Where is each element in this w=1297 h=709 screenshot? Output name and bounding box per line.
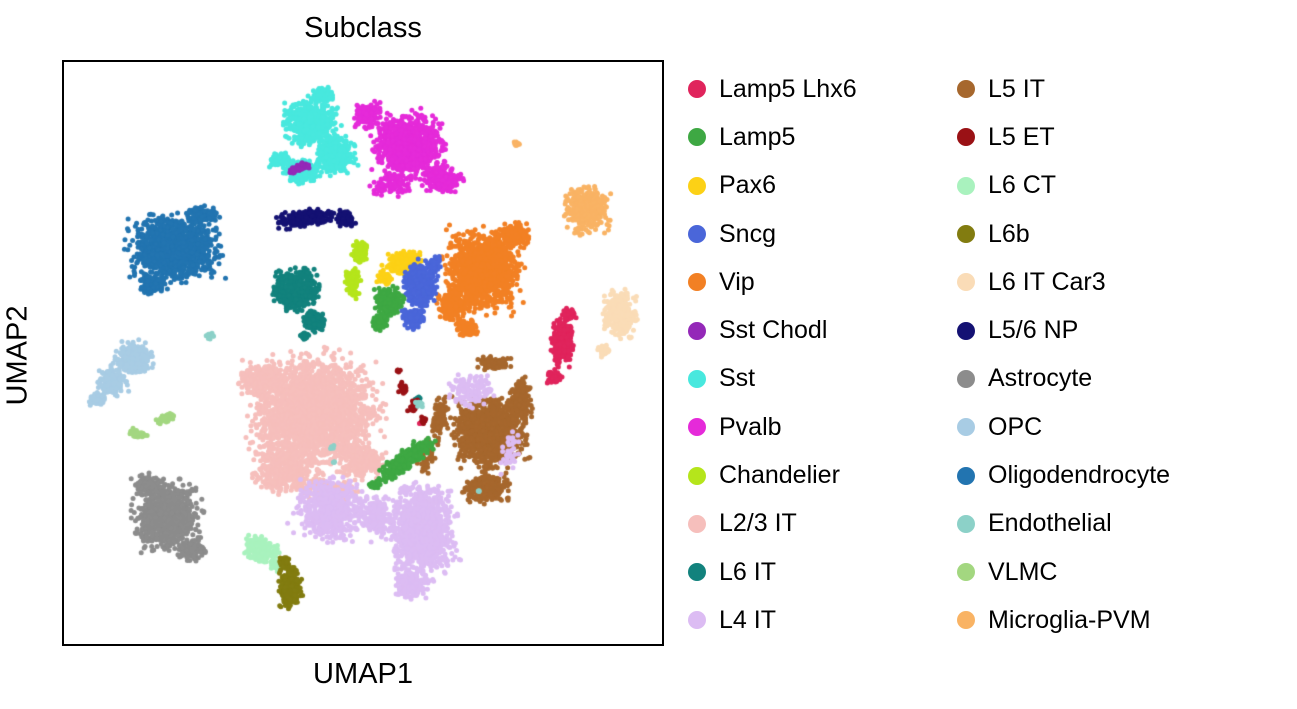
legend-label: L6 IT Car3 [988,267,1106,296]
legend-item: Lamp5 Lhx6 [688,65,857,113]
legend-item: L6b [957,210,1170,258]
legend-swatch-icon [957,466,975,485]
legend-swatch-icon [688,369,706,388]
legend-swatch-icon [688,611,706,630]
legend-swatch-icon [957,418,975,437]
legend-label: Microglia-PVM [988,605,1151,634]
legend-label: L2/3 IT [719,509,797,538]
legend-label: Pax6 [719,171,776,200]
legend-label: L5 IT [988,74,1045,103]
y-axis-label: UMAP2 [1,305,34,406]
legend-swatch-icon [957,321,975,340]
legend-label: L5/6 NP [988,316,1079,345]
legend-label: Oligodendrocyte [988,461,1171,490]
legend-item: Vip [688,258,857,306]
legend-label: L6 CT [988,171,1057,200]
legend-label: Sst Chodl [719,316,828,345]
legend-label: Lamp5 Lhx6 [719,74,857,103]
legend-item: Microglia-PVM [957,596,1170,644]
legend-label: L6 IT [719,557,776,586]
legend-item: Pvalb [688,403,857,451]
legend-label: Lamp5 [719,122,796,151]
plot-title: Subclass [304,12,422,44]
legend-label: VLMC [988,557,1058,586]
legend-label: Sst [719,364,756,393]
legend-column-2: L5 IT L5 ET L6 CT L6b L6 IT Car3 L5/6 NP Astro… [957,65,1170,645]
legend-item: Sncg [688,210,857,258]
legend-label: Astrocyte [988,364,1093,393]
legend-swatch-icon [688,128,706,147]
legend-label: L5 ET [988,122,1055,151]
legend-item: Astrocyte [957,355,1170,403]
legend-label: Pvalb [719,412,782,441]
legend-swatch-icon [957,176,975,195]
legend-label: L4 IT [719,605,776,634]
legend-item: Lamp5 [688,113,857,161]
legend-swatch-icon [688,225,706,244]
legend-item: Oligodendrocyte [957,451,1170,499]
legend-swatch-icon [688,514,706,533]
legend-item: VLMC [957,548,1170,596]
legend-swatch-icon [957,80,975,99]
legend-item: OPC [957,403,1170,451]
legend-label: OPC [988,412,1043,441]
legend-item: L6 IT Car3 [957,258,1170,306]
legend-swatch-icon [957,273,975,292]
legend-label: L6b [988,219,1030,248]
legend-swatch-icon [957,225,975,244]
legend-item: Pax6 [688,162,857,210]
legend-item: L6 CT [957,162,1170,210]
legend-swatch-icon [688,466,706,485]
legend-swatch-icon [688,321,706,340]
legend-item: Chandelier [688,451,857,499]
legend-item: Endothelial [957,500,1170,548]
legend-swatch-icon [957,514,975,533]
plot-box [62,60,664,646]
legend-swatch-icon [957,563,975,582]
legend-item: L2/3 IT [688,500,857,548]
legend-item: L5/6 NP [957,306,1170,354]
legend-item: L5 IT [957,65,1170,113]
legend-swatch-icon [688,563,706,582]
legend-label: Vip [719,267,755,296]
legend-swatch-icon [957,369,975,388]
legend-label: Sncg [719,219,776,248]
x-axis-label: UMAP1 [313,658,413,690]
umap-scatter-canvas [64,62,662,644]
legend-item: L4 IT [688,596,857,644]
legend-swatch-icon [688,273,706,292]
legend-label: Endothelial [988,509,1112,538]
legend-swatch-icon [688,176,706,195]
legend-item: Sst [688,355,857,403]
legend-item: Sst Chodl [688,306,857,354]
legend-swatch-icon [688,80,706,99]
legend-swatch-icon [957,128,975,147]
legend-swatch-icon [957,611,975,630]
legend-label: Chandelier [719,461,840,490]
legend-item: L5 ET [957,113,1170,161]
legend-item: L6 IT [688,548,857,596]
legend-swatch-icon [688,418,706,437]
legend-column-1: Lamp5 Lhx6 Lamp5 Pax6 Sncg Vip Sst Chodl Sst Pv… [688,65,857,645]
